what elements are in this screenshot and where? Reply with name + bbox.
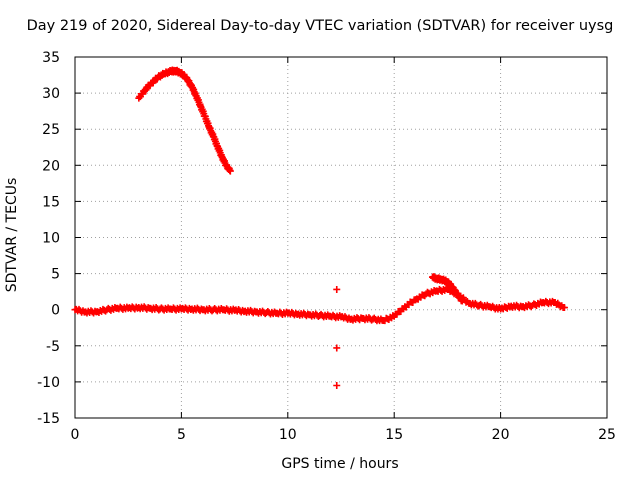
x-tick-label: 0 [71,427,80,443]
data-point [333,344,341,352]
data-point [100,306,108,314]
data-point [226,166,234,174]
x-tick-label: 20 [492,427,510,443]
series-hump-upper [429,273,466,305]
data-point [333,285,341,293]
y-tick-label: -5 [46,339,60,355]
x-tick-label: 10 [279,427,297,443]
series-arc-high [135,66,234,175]
y-axis-label: SDTVAR / TECUs [4,177,20,293]
y-tick-label: -15 [37,411,60,427]
y-tick-label: 30 [42,86,60,102]
chart-title: Day 219 of 2020, Sidereal Day-to-day VTE… [26,18,614,34]
series-baseline [71,285,568,325]
y-tick-label: 35 [42,50,60,66]
data-point [333,382,341,390]
data-point [483,301,491,309]
x-tick-label: 5 [177,427,186,443]
data-point [458,296,466,304]
x-tick-label: 15 [385,427,403,443]
y-tick-label: 0 [51,303,60,319]
series-outliers [333,285,341,390]
data-point [559,303,567,311]
data-points [71,66,568,390]
y-tick-label: 20 [42,158,60,174]
x-axis-label: GPS time / hours [281,456,399,472]
y-tick-label: 10 [42,231,60,247]
axis-ticks: 0 5 10 15 20 25 -15 -10 -5 0 5 10 15 20 25 30 35 [37,50,616,443]
y-tick-label: 5 [51,267,60,283]
x-tick-label: 25 [598,427,616,443]
y-tick-label: 15 [42,194,60,210]
grid [75,57,607,418]
y-tick-label: 25 [42,122,60,138]
data-point [526,302,534,310]
y-tick-label: -10 [37,375,60,391]
